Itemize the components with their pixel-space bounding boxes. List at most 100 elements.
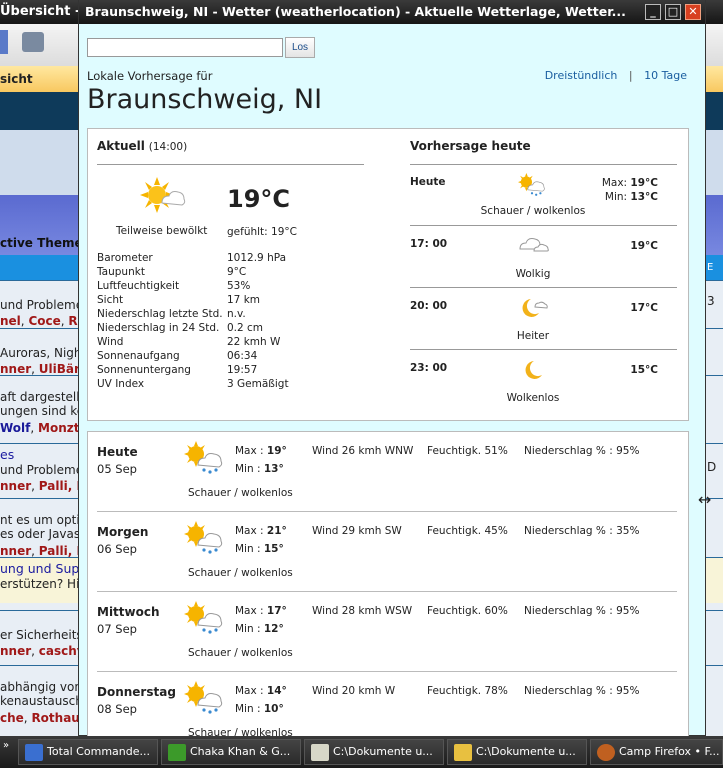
bg-user-link[interactable]: nner [0,479,32,493]
bg-user-link[interactable]: nel [0,314,21,328]
bg-user-link[interactable]: UliBär [38,362,80,376]
daily-forecast-panel: Heute 05 Sep Max : 19° Min : 13° Wind 26 kmh… [87,431,689,761]
today-time: 23: 00 [410,362,448,374]
taskbar-item[interactable]: Camp Firefox • F... [590,739,723,765]
search-button[interactable]: Los [285,37,315,58]
divider [97,511,677,512]
floppy-icon [25,744,43,761]
day-name: Morgen [97,525,149,539]
day-row: Mittwoch 07 Sep Max : 17° Min : 12° Wind 28 … [88,592,688,672]
day-max: Max : 14° [235,684,287,698]
bg-user-link[interactable]: Palli [38,544,68,558]
weather-popup-window: Braunschweig, NI - Wetter (weatherlocati… [78,0,706,761]
taskbar-item[interactable]: C:\Dokumente u... [447,739,587,765]
today-condition: Wolkig [515,268,551,280]
theme-heading: ctive Theme [0,236,83,250]
detail-value: 19:57 [227,364,258,376]
detail-row: Sonnenuntergang 19:57 [97,363,357,377]
taskbar-item[interactable]: C:\Dokumente u... [304,739,444,765]
day-condition: Schauer / wolkenlos [188,487,293,499]
maximize-button[interactable]: □ [665,4,681,20]
max-label: Max : [235,605,267,617]
detail-row: Niederschlag in 24 Std. 0.2 cm [97,321,357,335]
divider [410,225,677,226]
mp3directcut-icon [168,744,186,761]
showers-sun-icon [184,601,224,638]
divider [410,349,677,350]
day-date: 08 Sep [97,702,137,716]
day-condition: Schauer / wolkenlos [188,567,293,579]
taskbar-item-label: C:\Dokumente u... [333,745,433,758]
nav-fragment[interactable]: sicht [0,72,33,86]
day-row: Morgen 06 Sep Max : 21° Min : 15° Wind 29 km… [88,512,688,592]
detail-value: 0.2 cm [227,322,264,334]
link-separator: | [628,69,633,82]
detail-row: Taupunkt 9°C [97,265,357,279]
max-value: 21° [266,525,287,537]
bg-row-users: nner, Palli, F [0,544,85,558]
detail-row: UV Index 3 Gemäßigt [97,377,357,391]
detail-label: Barometer [97,252,153,264]
bg-letter: 3 [707,294,715,308]
taskbar-overflow-icon[interactable]: » [3,740,10,751]
bg-row-text: Auroras, Night [0,346,87,360]
bg-user-link[interactable]: Wolf [0,421,31,435]
print-icon[interactable] [22,32,44,52]
bg-user-link: , [60,314,69,328]
taskbar-item[interactable]: Total Commande... [18,739,158,765]
bg-user-link[interactable]: Palli [38,479,68,493]
day-date: 07 Sep [97,622,137,636]
day-precipitation: Niederschlag % : 95% [524,445,640,457]
min-label: Min : [235,703,264,715]
divider [410,287,677,288]
bg-user-link[interactable]: Monzt [38,421,80,435]
toolbar-icon[interactable] [0,30,8,54]
link-dreistuendlich[interactable]: Dreistündlich [544,69,618,82]
bg-row-users: nel, Coce, Ro [0,314,86,328]
minimize-button[interactable]: _ [645,4,661,20]
window-titlebar[interactable]: Braunschweig, NI - Wetter (weatherlocati… [79,0,705,24]
bg-row-text: abhängig von [0,680,82,694]
bg-row-text: kenaustausch [0,694,83,708]
current-condition: Teilweise bewölkt [116,225,208,237]
bg-user-link[interactable]: che [0,711,24,725]
day-wind: Wind 29 kmh SW [312,525,402,537]
bg-user-link[interactable]: nner [0,362,32,376]
search-input[interactable] [87,38,283,57]
today-time: 17: 00 [410,238,448,250]
close-button[interactable]: ✕ [685,4,701,20]
today-temp: 15°C [630,364,658,376]
taskbar-item-label: C:\Dokumente u... [476,745,576,758]
bg-row-title[interactable]: es [0,447,15,462]
detail-label: Niederschlag letzte Std. [97,308,223,320]
link-10-tage[interactable]: 10 Tage [644,69,687,82]
bg-row-text: er Sicherheitsl [0,628,87,642]
day-row: Heute 05 Sep Max : 19° Min : 13° Wind 26 kmh… [88,432,688,512]
bg-user-link: , [31,479,39,493]
bg-row-text: nt es um optis [0,513,86,527]
bg-row-users: Wolf, Monzt [0,421,79,435]
bg-row-text: aft dargestellt [0,390,85,404]
feels-like: gefühlt: 19°C [227,226,297,238]
taskbar: » Total Commande... Chaka Khan & G... C:\D… [0,736,723,768]
day-name: Donnerstag [97,685,176,699]
taskbar-item[interactable]: Chaka Khan & G... [161,739,301,765]
min-label: Min : [235,463,264,475]
bg-user-link[interactable]: caschy [38,644,85,658]
day-max: Max : 17° [235,604,287,618]
min-value: 15° [263,543,284,555]
bg-row-users: che, Rothaut [0,711,86,725]
max-label: Max : [235,445,267,457]
detail-row: Barometer 1012.9 hPa [97,251,357,265]
partly-cloudy-icon [140,177,186,220]
bg-user-link[interactable]: nner [0,644,32,658]
day-wind: Wind 26 kmh WNW [312,445,414,457]
bg-user-link[interactable]: Coce [28,314,61,328]
bg-user-link[interactable]: nner [0,544,32,558]
firefox-icon [597,744,615,761]
bg-row-text: es oder Javas [0,527,81,541]
detail-label: Sonnenuntergang [97,364,191,376]
bg-row-title[interactable]: ung und Sup [0,561,80,576]
day-wind: Wind 28 kmh WSW [312,605,413,617]
bg-user-link[interactable]: Rothaut [31,711,86,725]
